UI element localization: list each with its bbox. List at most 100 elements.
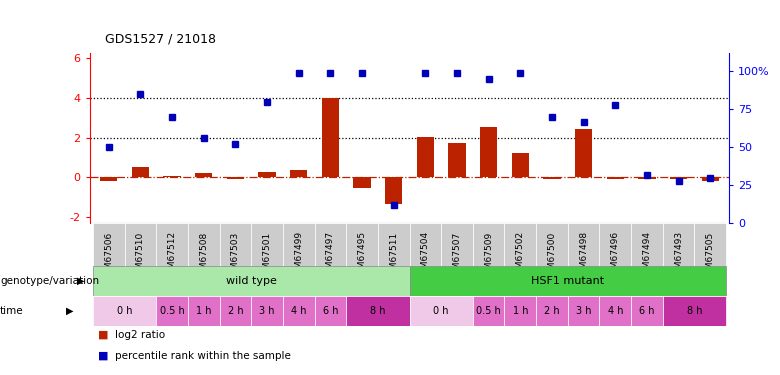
- Bar: [473, 296, 505, 326]
- Text: GSM67497: GSM67497: [326, 231, 335, 280]
- Text: GSM67511: GSM67511: [389, 231, 398, 280]
- Bar: [188, 296, 219, 326]
- Bar: [195, 172, 212, 177]
- Bar: [575, 129, 592, 177]
- Bar: [314, 223, 346, 289]
- Text: GSM67510: GSM67510: [136, 231, 145, 280]
- Text: GSM67512: GSM67512: [168, 231, 176, 280]
- Bar: [314, 296, 346, 326]
- Bar: [441, 223, 473, 289]
- Text: 8 h: 8 h: [370, 306, 385, 316]
- Bar: [219, 223, 251, 289]
- Text: ■: ■: [98, 351, 108, 361]
- Bar: [410, 296, 473, 326]
- Bar: [568, 296, 600, 326]
- Text: 6 h: 6 h: [640, 306, 654, 316]
- Bar: [290, 170, 307, 177]
- Text: GSM67506: GSM67506: [105, 231, 113, 280]
- Bar: [600, 296, 631, 326]
- Text: 1 h: 1 h: [196, 306, 211, 316]
- Bar: [600, 223, 631, 289]
- Text: GDS1527 / 21018: GDS1527 / 21018: [105, 32, 216, 45]
- Bar: [410, 266, 726, 296]
- Text: 2 h: 2 h: [228, 306, 243, 316]
- Text: 0 h: 0 h: [117, 306, 133, 316]
- Text: genotype/variation: genotype/variation: [0, 276, 99, 286]
- Bar: [448, 143, 466, 177]
- Bar: [93, 266, 410, 296]
- Bar: [663, 223, 694, 289]
- Bar: [670, 177, 687, 179]
- Text: GSM67509: GSM67509: [484, 231, 493, 280]
- Text: ■: ■: [98, 330, 108, 340]
- Bar: [701, 177, 719, 182]
- Bar: [544, 177, 561, 179]
- Bar: [480, 127, 498, 177]
- Text: 0.5 h: 0.5 h: [477, 306, 501, 316]
- Bar: [283, 223, 314, 289]
- Text: GSM67499: GSM67499: [294, 231, 303, 280]
- Bar: [93, 223, 125, 289]
- Bar: [410, 223, 441, 289]
- Bar: [694, 223, 726, 289]
- Text: GSM67500: GSM67500: [548, 231, 556, 280]
- Text: 4 h: 4 h: [608, 306, 623, 316]
- Text: GSM67507: GSM67507: [452, 231, 462, 280]
- Text: 6 h: 6 h: [323, 306, 338, 316]
- Bar: [219, 296, 251, 326]
- Bar: [505, 296, 536, 326]
- Text: ▶: ▶: [66, 306, 74, 316]
- Bar: [473, 223, 505, 289]
- Bar: [631, 296, 663, 326]
- Text: 1 h: 1 h: [512, 306, 528, 316]
- Bar: [607, 177, 624, 179]
- Text: 3 h: 3 h: [259, 306, 275, 316]
- Bar: [100, 177, 118, 181]
- Text: GSM67493: GSM67493: [674, 231, 683, 280]
- Text: GSM67505: GSM67505: [706, 231, 714, 280]
- Bar: [378, 223, 410, 289]
- Bar: [505, 223, 536, 289]
- Bar: [251, 223, 283, 289]
- Bar: [353, 177, 370, 188]
- Text: GSM67503: GSM67503: [231, 231, 240, 280]
- Bar: [638, 177, 656, 179]
- Text: GSM67495: GSM67495: [357, 231, 367, 280]
- Text: 3 h: 3 h: [576, 306, 591, 316]
- Text: GSM67498: GSM67498: [579, 231, 588, 280]
- Text: 0.5 h: 0.5 h: [160, 306, 184, 316]
- Text: GSM67501: GSM67501: [263, 231, 271, 280]
- Bar: [132, 166, 149, 177]
- Bar: [417, 137, 434, 177]
- Bar: [163, 176, 181, 177]
- Bar: [536, 296, 568, 326]
- Bar: [251, 296, 283, 326]
- Bar: [346, 296, 410, 326]
- Bar: [568, 223, 600, 289]
- Text: percentile rank within the sample: percentile rank within the sample: [115, 351, 290, 361]
- Bar: [631, 223, 663, 289]
- Text: ▶: ▶: [77, 276, 85, 286]
- Bar: [93, 296, 156, 326]
- Text: GSM67508: GSM67508: [199, 231, 208, 280]
- Bar: [536, 223, 568, 289]
- Text: time: time: [0, 306, 23, 316]
- Bar: [156, 296, 188, 326]
- Text: GSM67504: GSM67504: [421, 231, 430, 280]
- Text: GSM67502: GSM67502: [516, 231, 525, 280]
- Bar: [663, 296, 726, 326]
- Text: GSM67494: GSM67494: [643, 231, 651, 280]
- Text: GSM67496: GSM67496: [611, 231, 620, 280]
- Bar: [346, 223, 378, 289]
- Text: 0 h: 0 h: [434, 306, 449, 316]
- Bar: [188, 223, 219, 289]
- Bar: [512, 153, 529, 177]
- Text: HSF1 mutant: HSF1 mutant: [531, 276, 604, 286]
- Text: wild type: wild type: [225, 276, 277, 286]
- Text: log2 ratio: log2 ratio: [115, 330, 165, 340]
- Bar: [385, 177, 402, 204]
- Text: 2 h: 2 h: [544, 306, 560, 316]
- Bar: [283, 296, 314, 326]
- Bar: [156, 223, 188, 289]
- Text: 8 h: 8 h: [686, 306, 702, 316]
